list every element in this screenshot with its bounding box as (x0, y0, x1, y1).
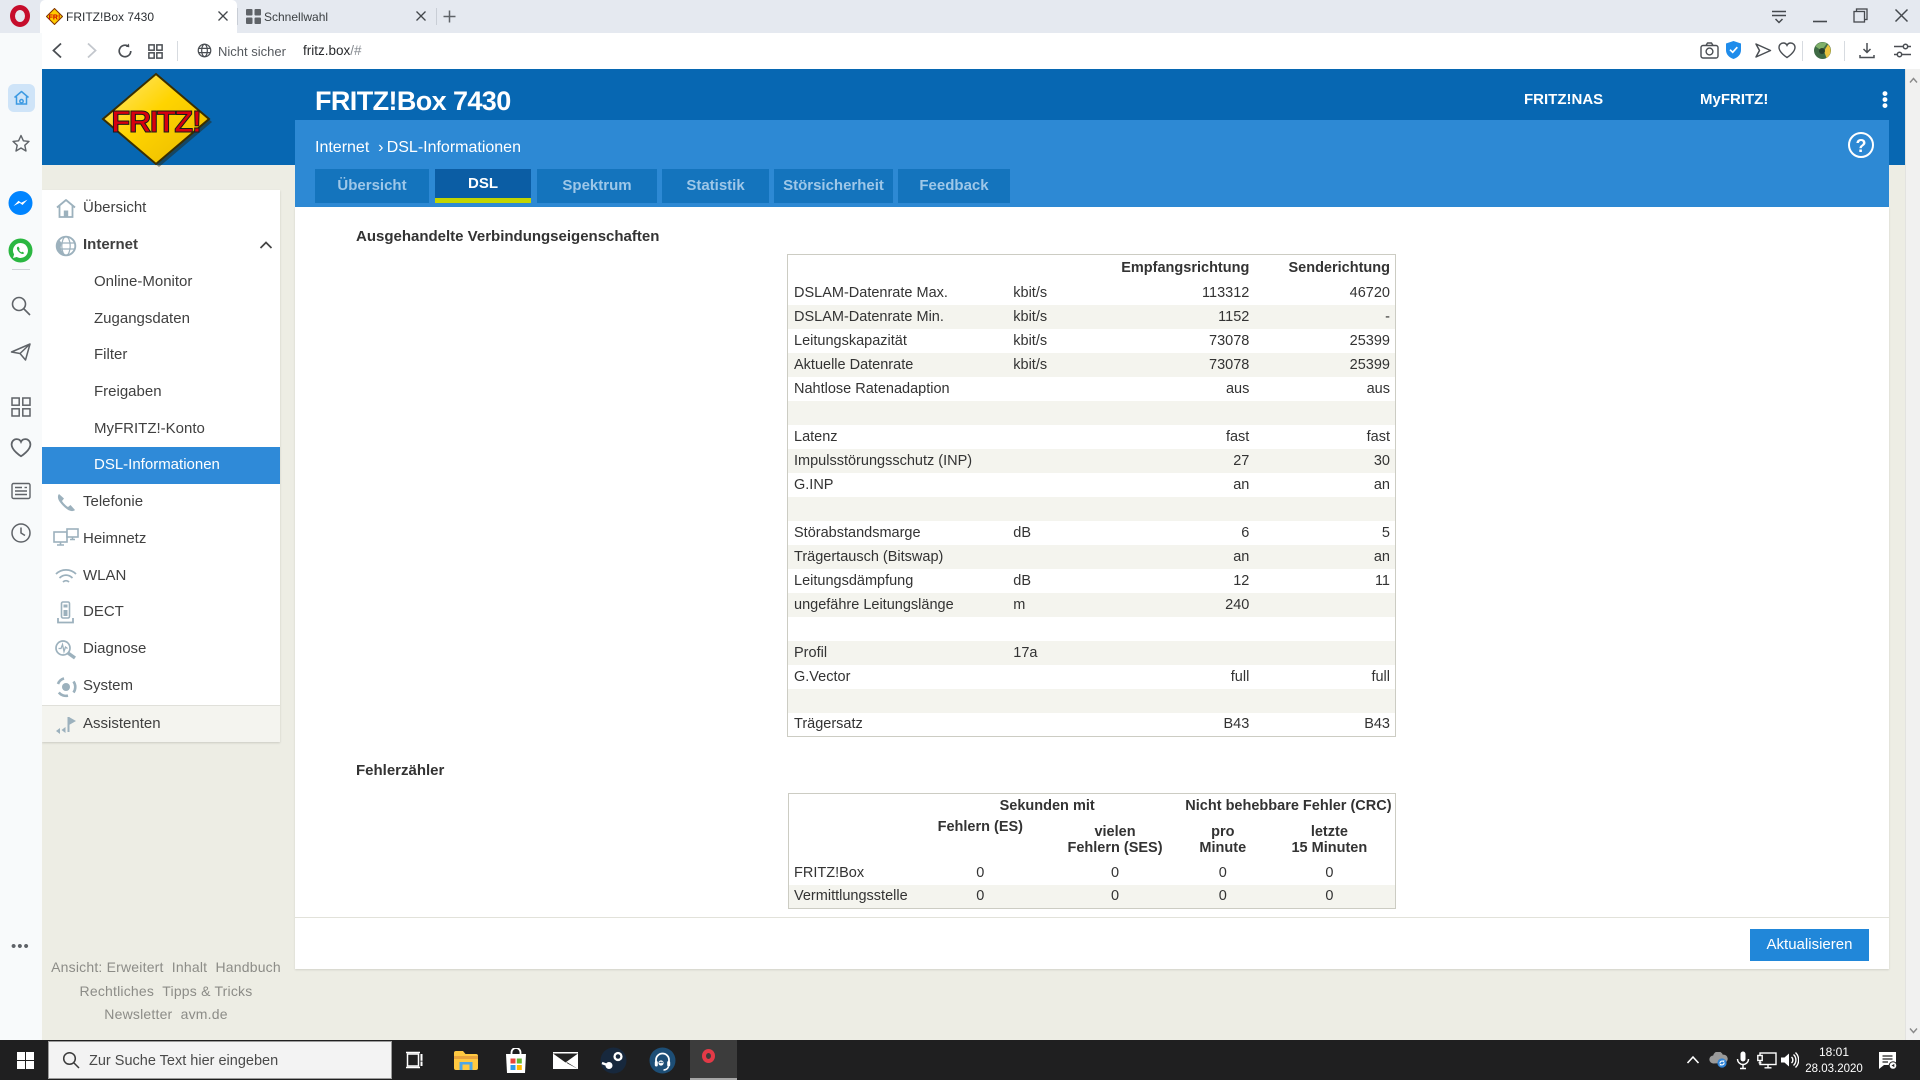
svg-text:FRITZ!: FRITZ! (111, 104, 200, 139)
svg-text:FR!: FR! (49, 15, 61, 22)
